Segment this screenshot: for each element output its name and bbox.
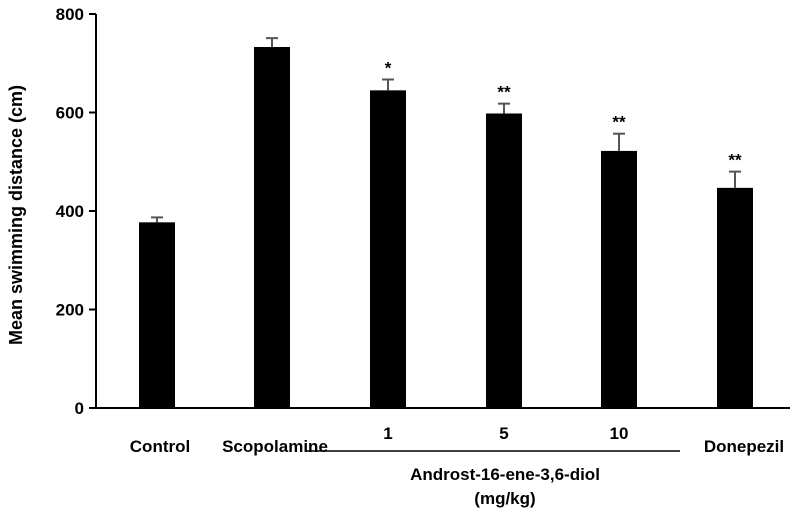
- significance-label-3: **: [497, 83, 511, 102]
- group-label-line2: (mg/kg): [474, 489, 535, 508]
- y-tick-label-4: 800: [56, 5, 84, 24]
- bar-1: [254, 46, 290, 409]
- group-label-line1: Androst-16-ene-3,6-diol: [410, 465, 600, 484]
- y-tick-label-2: 400: [56, 202, 84, 221]
- y-axis-title-group: Mean swimming distance (cm): [6, 85, 26, 345]
- y-tick-label-3: 600: [56, 104, 84, 123]
- bar-2: [370, 90, 406, 409]
- bar-3: [486, 113, 522, 409]
- category-label-1: Scopolamine: [222, 437, 328, 456]
- y-axis-title: Mean swimming distance (cm): [6, 85, 26, 345]
- y-tick-label-0: 0: [75, 399, 84, 418]
- bar-5: [717, 187, 753, 408]
- category-label-4: 10: [610, 424, 629, 443]
- bar-0: [139, 222, 175, 408]
- category-label-0: Control: [130, 437, 190, 456]
- significance-label-5: **: [728, 151, 742, 170]
- significance-label-4: **: [612, 113, 626, 132]
- category-label-3: 5: [499, 424, 508, 443]
- bar-4: [601, 150, 637, 409]
- y-tick-label-1: 200: [56, 301, 84, 320]
- category-label-2: 1: [383, 424, 392, 443]
- category-label-5: Donepezil: [704, 437, 784, 456]
- significance-label-2: *: [385, 59, 392, 78]
